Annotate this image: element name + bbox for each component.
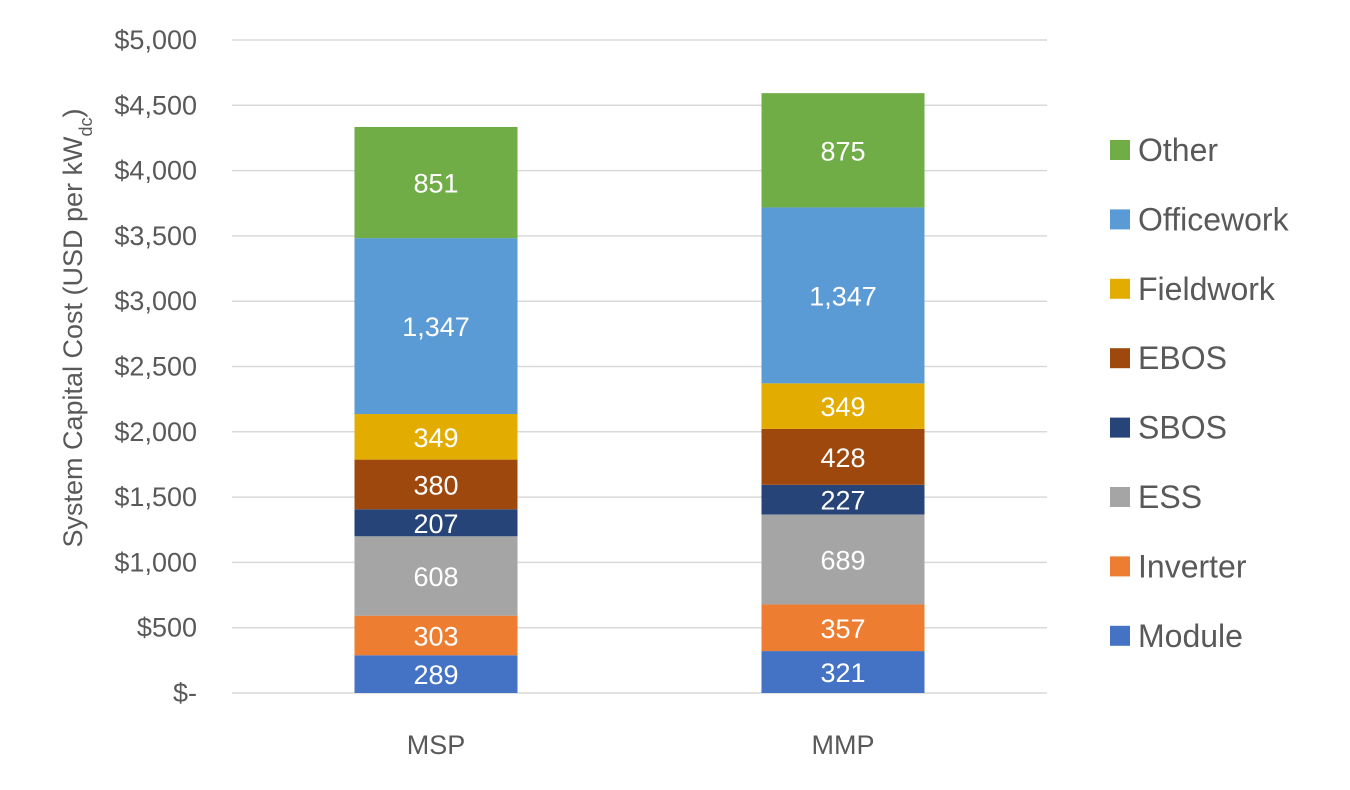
bar-segment-officework — [761, 207, 925, 384]
y-tick-label: $4,000 — [114, 156, 197, 186]
gridlines — [232, 39, 1047, 694]
bar-segment-officework — [354, 238, 518, 415]
data-label-inverter: 357 — [820, 614, 865, 644]
data-label-inverter: 303 — [413, 621, 458, 651]
data-label-ebos: 380 — [413, 470, 458, 500]
y-tick-label: $2,000 — [114, 417, 197, 447]
legend-item-inverter: Inverter — [1110, 548, 1247, 584]
y-axis-title-subscript: dc — [76, 117, 96, 136]
bar-segment-inverter — [354, 615, 518, 656]
y-tick-label: $5,000 — [114, 25, 197, 55]
x-axis: MSP MMP — [407, 730, 875, 760]
legend-label: Other — [1138, 132, 1218, 168]
y-tick-label: $1,500 — [114, 482, 197, 512]
y-tick-label: $- — [173, 678, 197, 708]
data-label-ess: 689 — [820, 545, 865, 575]
y-tick-label: $4,500 — [114, 90, 197, 120]
legend-label: SBOS — [1138, 410, 1227, 446]
legend-item-fieldwork: Fieldwork — [1110, 271, 1276, 307]
legend-swatch — [1110, 140, 1130, 160]
bar-segment-ess — [354, 536, 518, 616]
data-label-sbos: 227 — [820, 486, 865, 516]
y-axis-title-close: ) — [58, 108, 88, 117]
bars — [354, 93, 925, 693]
bar-segment-other — [761, 93, 925, 208]
legend: Other Officework Fieldwork EBOS SBOS ESS Inver… — [1110, 132, 1290, 654]
bar-segment-sbos — [761, 484, 925, 515]
legend-item-ebos: EBOS — [1110, 340, 1227, 376]
legend-label: Fieldwork — [1138, 271, 1276, 307]
y-axis: $- $500 $1,000 $1,500 $2,000 $2,500 $3,000 $3,5… — [114, 25, 197, 708]
y-tick-label: $2,500 — [114, 352, 197, 382]
legend-swatch — [1110, 209, 1130, 230]
y-axis-title: System Capital Cost (USD per kWdc) — [58, 108, 96, 547]
data-labels: 289 303 608 207 380 349 1,347 851 321 357 689 227 42… — [402, 136, 877, 690]
y-axis-title-main: System Capital Cost (USD per kW — [58, 136, 88, 548]
data-label-ebos: 428 — [820, 443, 865, 473]
y-tick-label: $3,000 — [114, 286, 197, 316]
data-label-sbos: 207 — [413, 509, 458, 539]
data-label-ess: 608 — [413, 562, 458, 592]
x-category-label: MMP — [812, 730, 875, 760]
legend-label: Officework — [1138, 201, 1290, 237]
y-tick-label: $3,500 — [114, 221, 197, 251]
bar-segment-fieldwork — [354, 414, 518, 460]
legend-swatch — [1110, 487, 1130, 507]
legend-swatch — [1110, 348, 1130, 369]
data-label-module: 289 — [413, 660, 458, 690]
bar-segment-ebos — [354, 459, 518, 510]
bar-segment-module — [354, 655, 518, 693]
legend-label: Module — [1138, 618, 1243, 654]
legend-label: ESS — [1138, 479, 1202, 515]
legend-item-ess: ESS — [1110, 479, 1202, 515]
data-label-other: 875 — [820, 136, 865, 166]
y-tick-label: $1,000 — [114, 547, 197, 577]
legend-item-officework: Officework — [1110, 201, 1290, 237]
bar-segment-sbos — [354, 509, 518, 537]
bar-segment-fieldwork — [761, 383, 925, 429]
data-label-officework: 1,347 — [809, 281, 877, 311]
legend-swatch — [1110, 556, 1130, 577]
data-label-fieldwork: 349 — [820, 392, 865, 422]
bar-segment-other — [354, 126, 518, 239]
data-label-fieldwork: 349 — [413, 423, 458, 453]
legend-item-other: Other — [1110, 132, 1218, 168]
data-label-officework: 1,347 — [402, 312, 470, 342]
bar-segment-ebos — [761, 428, 925, 485]
legend-item-module: Module — [1110, 618, 1243, 654]
x-category-label: MSP — [407, 730, 466, 760]
legend-label: Inverter — [1138, 548, 1247, 584]
bar-segment-ess — [761, 514, 925, 605]
legend-swatch — [1110, 417, 1130, 438]
data-label-other: 851 — [413, 169, 458, 199]
y-tick-label: $500 — [137, 613, 197, 643]
data-label-module: 321 — [820, 658, 865, 688]
bar-segment-module — [761, 651, 925, 693]
legend-label: EBOS — [1138, 340, 1227, 376]
legend-swatch — [1110, 278, 1130, 299]
legend-item-sbos: SBOS — [1110, 410, 1227, 446]
legend-swatch — [1110, 625, 1130, 646]
bar-segment-inverter — [761, 604, 925, 652]
